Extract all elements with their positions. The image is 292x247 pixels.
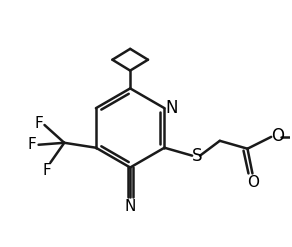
Text: F: F [27, 137, 36, 152]
Text: F: F [42, 163, 51, 178]
Text: O: O [247, 175, 259, 190]
Text: N: N [165, 99, 178, 117]
Text: N: N [124, 199, 136, 214]
Text: O: O [271, 127, 284, 145]
Text: F: F [34, 116, 43, 130]
Text: S: S [192, 147, 202, 165]
